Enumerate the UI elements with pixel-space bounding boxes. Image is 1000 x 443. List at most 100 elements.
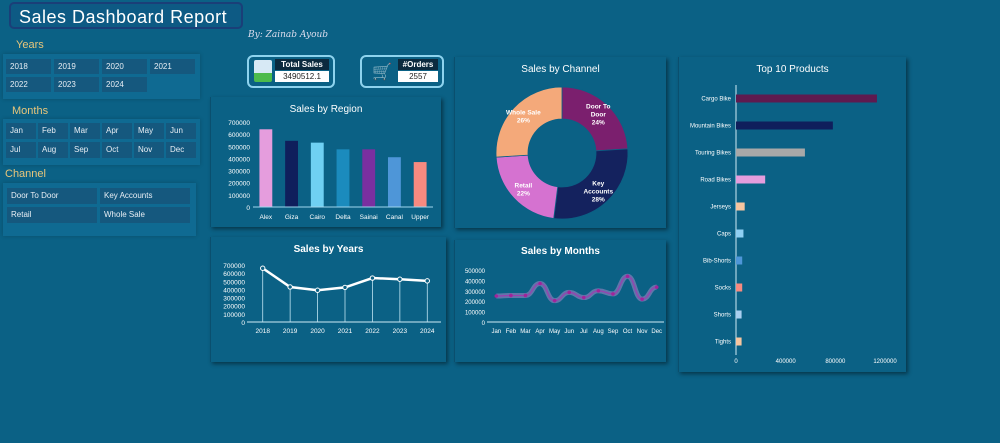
y-tick-label: 100000: [228, 193, 250, 200]
x-tick-label: Nov: [637, 329, 648, 335]
bar-alex: [259, 129, 273, 207]
data-point: [596, 289, 601, 293]
slicer-years-2020[interactable]: 2020: [102, 59, 147, 74]
y-tick-label: 200000: [228, 181, 250, 188]
slicer-years-2024[interactable]: 2024: [102, 77, 147, 92]
slicer-months-nov[interactable]: Nov: [134, 142, 164, 158]
slicer-channels-whole-sale[interactable]: Whole Sale: [100, 207, 190, 223]
bar-socks: [736, 283, 743, 292]
x-tick-label: Giza: [285, 214, 299, 221]
slicer-months-jun[interactable]: Jun: [166, 123, 196, 139]
y-tick-label: 0: [241, 320, 245, 327]
x-tick-label: Dec: [651, 329, 662, 335]
slicer-months-apr[interactable]: Apr: [102, 123, 132, 139]
x-tick-label: 2024: [420, 328, 435, 335]
slicer-years-2018[interactable]: 2018: [6, 59, 51, 74]
x-tick-label: Sainai: [360, 214, 378, 221]
slice-label: Retail: [515, 182, 533, 189]
x-tick-label: Jan: [491, 329, 501, 335]
slicer-months-aug[interactable]: Aug: [38, 142, 68, 158]
chart-title: Top 10 Products: [756, 64, 829, 75]
slicer-months-may[interactable]: May: [134, 123, 164, 139]
y-tick-label: 400000: [223, 287, 245, 294]
top-10-products-chart: Top 10 Products Cargo Bike Mountain Bikes T…: [678, 57, 906, 372]
channel-label: Channel: [5, 168, 46, 180]
bar-cargo-bike: [736, 94, 877, 103]
slicer-months-mar[interactable]: Mar: [70, 123, 100, 139]
x-tick-label: 1200000: [873, 359, 897, 365]
chart-title: Sales by Region: [289, 104, 363, 115]
x-tick-label: 2020: [310, 328, 325, 335]
y-tick-label: Socks: [715, 286, 731, 292]
bar-caps: [736, 229, 744, 238]
data-point: [581, 295, 586, 300]
y-tick-label: Mountain Bikes: [690, 124, 731, 130]
x-tick-label: 2022: [365, 328, 380, 335]
slicer-channels-retail[interactable]: Retail: [7, 207, 97, 223]
slicer-months-feb[interactable]: Feb: [38, 123, 68, 139]
slicer-months-sep[interactable]: Sep: [70, 142, 100, 158]
shopping-cart-icon: 🛒: [372, 64, 392, 81]
data-point: [287, 284, 293, 290]
chart-title: Sales by Months: [521, 246, 600, 257]
slicer-years-2021[interactable]: 2021: [150, 59, 195, 74]
y-tick-label: 400000: [228, 156, 250, 163]
data-point: [654, 285, 659, 289]
orders-label: #Orders: [398, 59, 438, 70]
x-tick-label: Jul: [580, 329, 588, 335]
months-slicer: Jan Feb Mar Apr May Jun Jul Aug Sep Oct Nov Dec: [3, 119, 200, 165]
data-point: [494, 294, 499, 298]
slicer-months-oct[interactable]: Oct: [102, 142, 132, 158]
data-point: [424, 278, 430, 284]
y-tick-label: 100000: [223, 312, 245, 319]
slice-label: 24%: [592, 119, 605, 126]
y-tick-label: 0: [246, 205, 250, 212]
dashboard-title: Sales Dashboard Report: [9, 2, 243, 29]
x-tick-label: Sep: [608, 329, 619, 335]
x-tick-label: 2021: [338, 328, 353, 335]
slicer-channels-door-to-door[interactable]: Door To Door: [7, 188, 97, 204]
total-sales-label: Total Sales: [275, 59, 329, 70]
y-tick-label: 200000: [465, 300, 486, 306]
slicer-years-2022[interactable]: 2022: [6, 77, 51, 92]
y-tick-label: Cargo Bike: [701, 97, 731, 103]
channel-slicer: Door To Door Key Accounts Retail Whole Sale: [3, 183, 196, 236]
y-tick-label: 700000: [223, 263, 245, 270]
months-label: Months: [12, 105, 49, 117]
bar-bib-shorts: [736, 256, 743, 265]
y-tick-label: Shorts: [714, 313, 731, 319]
series-glow: [496, 273, 658, 304]
data-point: [342, 284, 348, 291]
y-tick-label: 300000: [223, 296, 245, 303]
y-tick-label: 600000: [223, 271, 245, 278]
bar-delta: [336, 149, 350, 207]
x-tick-label: May: [549, 329, 560, 335]
slicer-years-2019[interactable]: 2019: [54, 59, 99, 74]
y-tick-label: Tights: [715, 340, 731, 346]
years-slicer: 2018 2019 2020 2021 2022 2023 2024: [3, 54, 200, 99]
bar-shorts: [736, 310, 742, 319]
y-tick-label: Touring Bikes: [695, 151, 731, 157]
slicer-years-2023[interactable]: 2023: [54, 77, 99, 92]
x-tick-label: 0: [734, 359, 738, 365]
slicer-months-jul[interactable]: Jul: [6, 142, 36, 158]
x-tick-label: Aug: [593, 329, 604, 335]
data-point: [625, 274, 630, 279]
x-tick-label: 2019: [283, 328, 298, 335]
y-tick-label: 700000: [228, 120, 250, 127]
x-tick-label: Upper: [411, 214, 430, 221]
x-tick-label: Cairo: [310, 214, 326, 221]
slicer-months-jan[interactable]: Jan: [6, 123, 36, 139]
x-tick-label: Canal: [386, 214, 404, 221]
bar-cairo: [310, 142, 324, 207]
slice-label: Whole Sale: [506, 110, 541, 117]
bar-road-bikes: [736, 175, 766, 184]
slice-label: Door: [591, 111, 607, 118]
slice-key-accounts: [553, 148, 629, 220]
bar-jerseys: [736, 202, 745, 211]
years-label: Years: [16, 39, 44, 51]
slicer-months-dec[interactable]: Dec: [166, 142, 196, 158]
y-tick-label: Road Bikes: [700, 178, 731, 184]
bar-giza: [285, 140, 298, 207]
slicer-channels-key-accounts[interactable]: Key Accounts: [100, 188, 190, 204]
